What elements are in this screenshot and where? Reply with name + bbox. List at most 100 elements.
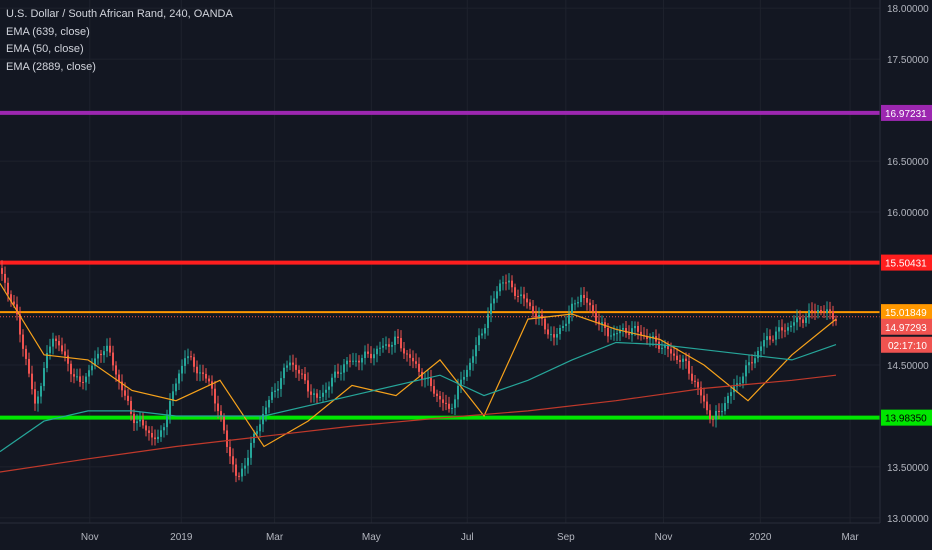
candle-body-102 bbox=[307, 380, 309, 392]
candle-body-254 bbox=[763, 340, 765, 347]
candle-body-162 bbox=[487, 314, 489, 329]
candle-body-170 bbox=[511, 280, 513, 288]
legend-ema-639[interactable]: EMA (639, close) bbox=[6, 25, 90, 38]
legend-ema-50[interactable]: EMA (50, close) bbox=[6, 43, 84, 55]
candle-body-72 bbox=[217, 403, 219, 412]
candle-body-179 bbox=[538, 315, 540, 318]
candle-body-163 bbox=[490, 303, 492, 315]
candle-body-190 bbox=[571, 303, 573, 314]
candle-body-268 bbox=[805, 317, 807, 323]
candle-body-207 bbox=[622, 328, 624, 330]
candle-body-278 bbox=[835, 319, 837, 322]
candle-body-87 bbox=[262, 413, 264, 425]
candle-body-119 bbox=[358, 360, 360, 363]
candle-body-145 bbox=[436, 393, 438, 396]
candle-body-81 bbox=[244, 465, 246, 469]
candle-body-209 bbox=[628, 333, 630, 335]
legend-ema-2889[interactable]: EMA (2889, close) bbox=[6, 60, 96, 73]
candle-body-258 bbox=[775, 331, 777, 340]
candle-body-236 bbox=[709, 410, 711, 419]
candle-body-250 bbox=[751, 362, 753, 364]
candle-body-24 bbox=[73, 374, 75, 377]
candle-body-151 bbox=[454, 399, 456, 408]
candle-body-196 bbox=[589, 302, 591, 306]
candle-body-130 bbox=[391, 344, 393, 347]
candle-body-174 bbox=[523, 294, 525, 299]
candle-body-8 bbox=[25, 348, 27, 359]
candle-body-208 bbox=[625, 328, 627, 334]
candle-body-222 bbox=[667, 345, 669, 350]
candle-body-195 bbox=[586, 298, 588, 303]
candle-body-70 bbox=[211, 381, 213, 389]
candle-body-172 bbox=[517, 295, 519, 297]
candle-body-189 bbox=[568, 313, 570, 324]
candle-body-7 bbox=[22, 334, 24, 349]
candle-body-30 bbox=[91, 365, 93, 371]
candle-body-19 bbox=[58, 340, 60, 346]
candle-body-220 bbox=[661, 347, 663, 350]
candle-body-3 bbox=[10, 294, 12, 302]
candle-body-88 bbox=[265, 407, 267, 414]
candle-body-60 bbox=[181, 365, 183, 374]
candle-body-114 bbox=[343, 364, 345, 373]
candle-body-251 bbox=[754, 358, 756, 364]
candle-body-28 bbox=[85, 376, 87, 383]
candle-body-136 bbox=[409, 354, 411, 358]
candle-body-27 bbox=[82, 381, 84, 383]
price-tick-label-6: 13.00000 bbox=[887, 514, 929, 525]
candle-body-44 bbox=[133, 413, 135, 424]
candle-body-93 bbox=[280, 378, 282, 389]
candle-body-194 bbox=[583, 294, 585, 299]
legend-title[interactable]: U.S. Dollar / South African Rand, 240, O… bbox=[6, 8, 233, 20]
candle-body-101 bbox=[304, 373, 306, 381]
chart-legend: U.S. Dollar / South African Rand, 240, O… bbox=[6, 6, 233, 76]
candle-body-149 bbox=[448, 403, 450, 409]
candle-body-71 bbox=[214, 388, 216, 404]
candle-body-257 bbox=[772, 339, 774, 341]
candle-body-202 bbox=[607, 328, 609, 337]
candle-body-63 bbox=[190, 356, 192, 358]
candle-body-31 bbox=[94, 358, 96, 366]
candle-body-23 bbox=[70, 363, 72, 375]
price-series bbox=[0, 260, 837, 483]
price-tick-label-0: 18.00000 bbox=[887, 4, 929, 15]
price-tags: 16.97231 15.50431 15.01849 13.98350 14.97293… bbox=[881, 104, 932, 426]
time-tick-label-0: Nov bbox=[81, 532, 99, 543]
candle-body-224 bbox=[673, 353, 675, 356]
candle-body-56 bbox=[169, 401, 171, 417]
candle-body-203 bbox=[610, 335, 612, 337]
candle-body-161 bbox=[484, 328, 486, 334]
candle-body-124 bbox=[373, 354, 375, 359]
candle-body-108 bbox=[325, 389, 327, 393]
candle-body-213 bbox=[640, 331, 642, 336]
candle-body-191 bbox=[574, 303, 576, 305]
candle-body-113 bbox=[340, 372, 342, 374]
candle-body-221 bbox=[664, 345, 666, 348]
candle-body-225 bbox=[676, 355, 678, 361]
candle-body-265 bbox=[796, 317, 798, 323]
candle-body-110 bbox=[331, 377, 333, 387]
candle-body-143 bbox=[430, 377, 432, 387]
candle-body-148 bbox=[445, 402, 447, 404]
countdown-tag bbox=[881, 336, 932, 353]
time-tick-label-2: Mar bbox=[266, 532, 284, 543]
candle-body-147 bbox=[442, 399, 444, 403]
candle-body-51 bbox=[154, 437, 156, 440]
level-tag-label-red: 15.50431 bbox=[885, 259, 927, 270]
candle-body-78 bbox=[235, 464, 237, 476]
candle-body-238 bbox=[715, 410, 717, 420]
current-price-tag bbox=[881, 318, 932, 335]
candle-body-205 bbox=[616, 333, 618, 335]
candle-body-54 bbox=[163, 427, 165, 431]
candle-body-116 bbox=[349, 360, 351, 362]
candle-body-168 bbox=[505, 282, 507, 284]
candle-body-255 bbox=[766, 336, 768, 341]
candle-body-192 bbox=[577, 302, 579, 304]
candle-body-239 bbox=[718, 410, 720, 412]
ema-639-line bbox=[0, 341, 837, 453]
candle-body-186 bbox=[559, 327, 561, 335]
candle-body-175 bbox=[526, 298, 528, 303]
time-axis-panel[interactable] bbox=[0, 523, 932, 550]
